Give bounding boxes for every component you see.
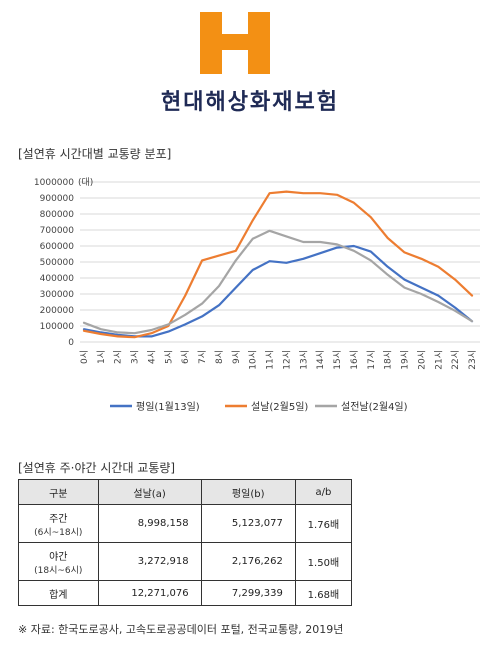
table-header-row: 구분 설날(a) 평일(b) a/b [18, 479, 353, 505]
y-tick-label: 1000000 [34, 178, 74, 188]
x-tick-label: 12시 [281, 350, 292, 370]
cell-ratio: 1.50배 [294, 542, 353, 581]
x-tick-label: 20시 [416, 350, 427, 370]
table-section-title: [설연휴 주·야간 시간대 교통량] [18, 461, 176, 475]
cell-weekday: 2,176,262 [200, 542, 296, 581]
header-ratio: a/b [294, 479, 353, 505]
cell-seollal: 3,272,918 [97, 542, 202, 581]
x-tick-label: 18시 [383, 350, 394, 370]
x-tick-label: 14시 [315, 350, 326, 370]
row-sublabel: (18시~6시) [34, 565, 83, 576]
y-tick-label: 400000 [40, 274, 75, 284]
row-label: 주간 [49, 513, 68, 525]
x-tick-label: 16시 [349, 350, 360, 370]
series-line [82, 229, 474, 335]
x-tick-label: 13시 [298, 350, 309, 370]
x-tick-label: 15시 [332, 350, 343, 370]
row-label-cell: 야간 (18시~6시) [18, 542, 99, 581]
x-tick-label: 1시 [96, 350, 107, 364]
traffic-line-chart: 0 100000 200000 300000 400000 500000 600000 700… [34, 177, 480, 413]
row-sublabel: (6시~18시) [34, 527, 83, 538]
x-tick-label: 0시 [79, 350, 90, 364]
series-line [82, 190, 474, 339]
table-row: 주간 (6시~18시) 8,998,158 5,123,077 1.76배 [18, 504, 353, 543]
x-tick-label: 23시 [467, 350, 478, 370]
cell-ratio: 1.68배 [294, 580, 353, 606]
x-tick-label: 8시 [214, 350, 225, 364]
row-label: 합계 [49, 589, 68, 601]
legend-label: 평일(1월13일) [136, 401, 200, 413]
row-label: 야간 [49, 551, 68, 563]
logo-h-shape [200, 12, 270, 74]
source-note: ※ 자료: 한국도로공사, 고속도로공공데이터 포털, 전국교통량, 2019년 [18, 623, 344, 636]
cell-seollal: 12,271,076 [97, 580, 202, 606]
y-axis-unit-label: (대) [78, 177, 93, 188]
y-tick-label: 600000 [40, 242, 75, 252]
x-tick-label: 9시 [231, 350, 242, 364]
x-tick-label: 19시 [400, 350, 411, 370]
cell-weekday: 7,299,339 [200, 580, 296, 606]
x-tick-label: 21시 [433, 350, 444, 370]
x-tick-label: 22시 [450, 350, 461, 370]
row-label-cell: 합계 [18, 580, 99, 606]
x-tick-label: 2시 [113, 350, 124, 364]
brand-name: 현대해상화재보험 [161, 90, 339, 115]
x-tick-label: 10시 [248, 350, 259, 370]
y-tick-label: 100000 [40, 322, 75, 332]
y-tick-label: 0 [68, 338, 74, 348]
traffic-summary-table: 구분 설날(a) 평일(b) a/b 주간 (6시~18시) 8,998,158… [18, 479, 353, 606]
y-tick-label: 500000 [40, 258, 75, 268]
x-tick-label: 6시 [180, 350, 191, 364]
cell-weekday: 5,123,077 [200, 504, 296, 543]
y-tick-label: 300000 [40, 290, 75, 300]
table-row: 합계 12,271,076 7,299,339 1.68배 [18, 580, 353, 606]
x-tick-label: 5시 [163, 350, 174, 364]
y-tick-label: 800000 [40, 210, 75, 220]
series-line [82, 244, 474, 338]
x-tick-label: 7시 [197, 350, 208, 364]
legend-label: 설날(2월5일) [251, 401, 308, 413]
x-tick-label: 11시 [265, 350, 276, 370]
row-label-cell: 주간 (6시~18시) [18, 504, 99, 543]
company-logo [200, 12, 270, 74]
header-weekday: 평일(b) [200, 479, 296, 505]
x-tick-label: 17시 [366, 350, 377, 370]
table-row: 야간 (18시~6시) 3,272,918 2,176,262 1.50배 [18, 542, 353, 581]
y-tick-label: 900000 [40, 194, 75, 204]
header-seollal: 설날(a) [97, 479, 202, 505]
header-category: 구분 [18, 479, 99, 505]
cell-seollal: 8,998,158 [97, 504, 202, 543]
x-tick-label: 4시 [146, 350, 157, 364]
y-tick-label: 700000 [40, 226, 75, 236]
cell-ratio: 1.76배 [294, 504, 353, 543]
chart-section-title: [설연휴 시간대별 교통량 분포] [18, 147, 172, 161]
legend-label: 설전날(2월4일) [341, 401, 408, 413]
y-tick-label: 200000 [40, 306, 75, 316]
x-tick-label: 3시 [130, 350, 141, 364]
